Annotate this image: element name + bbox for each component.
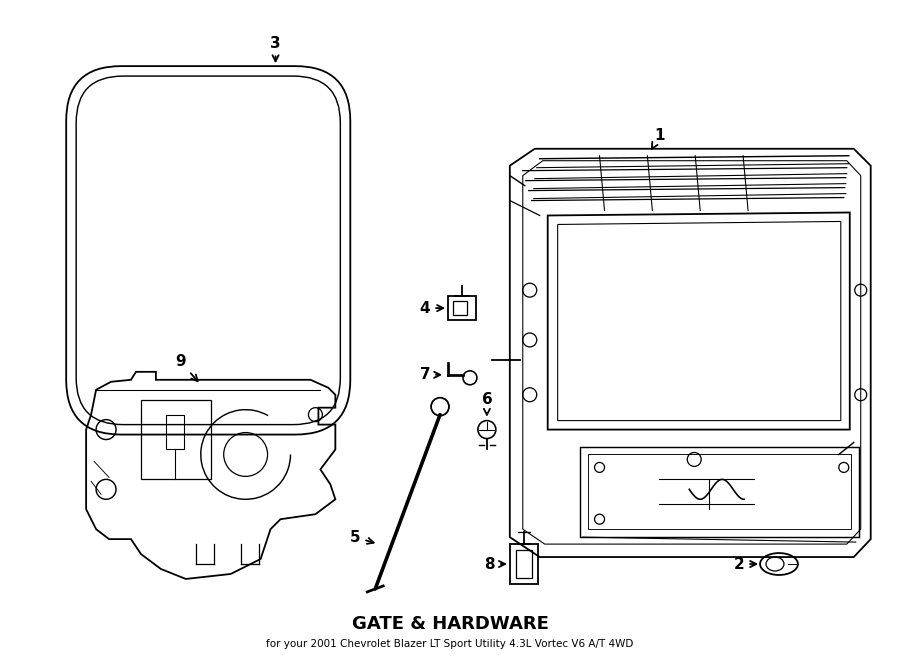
Text: 1: 1	[652, 128, 664, 149]
Text: 6: 6	[482, 392, 492, 415]
Bar	[141, 400, 211, 479]
Bar	[516, 550, 532, 578]
Text: 8: 8	[484, 557, 505, 572]
Bar	[166, 414, 184, 449]
Bar	[453, 301, 467, 315]
Text: 2: 2	[734, 557, 756, 572]
Text: 7: 7	[419, 368, 440, 382]
Bar	[448, 296, 476, 320]
Text: for your 2001 Chevrolet Blazer LT Sport Utility 4.3L Vortec V6 A/T 4WD: for your 2001 Chevrolet Blazer LT Sport …	[266, 639, 634, 648]
Text: 9: 9	[176, 354, 198, 381]
Text: 3: 3	[270, 36, 281, 61]
Text: GATE & HARDWARE: GATE & HARDWARE	[352, 615, 548, 633]
Text: 5: 5	[350, 529, 374, 545]
Text: 4: 4	[419, 301, 443, 315]
Bar	[509, 544, 537, 584]
